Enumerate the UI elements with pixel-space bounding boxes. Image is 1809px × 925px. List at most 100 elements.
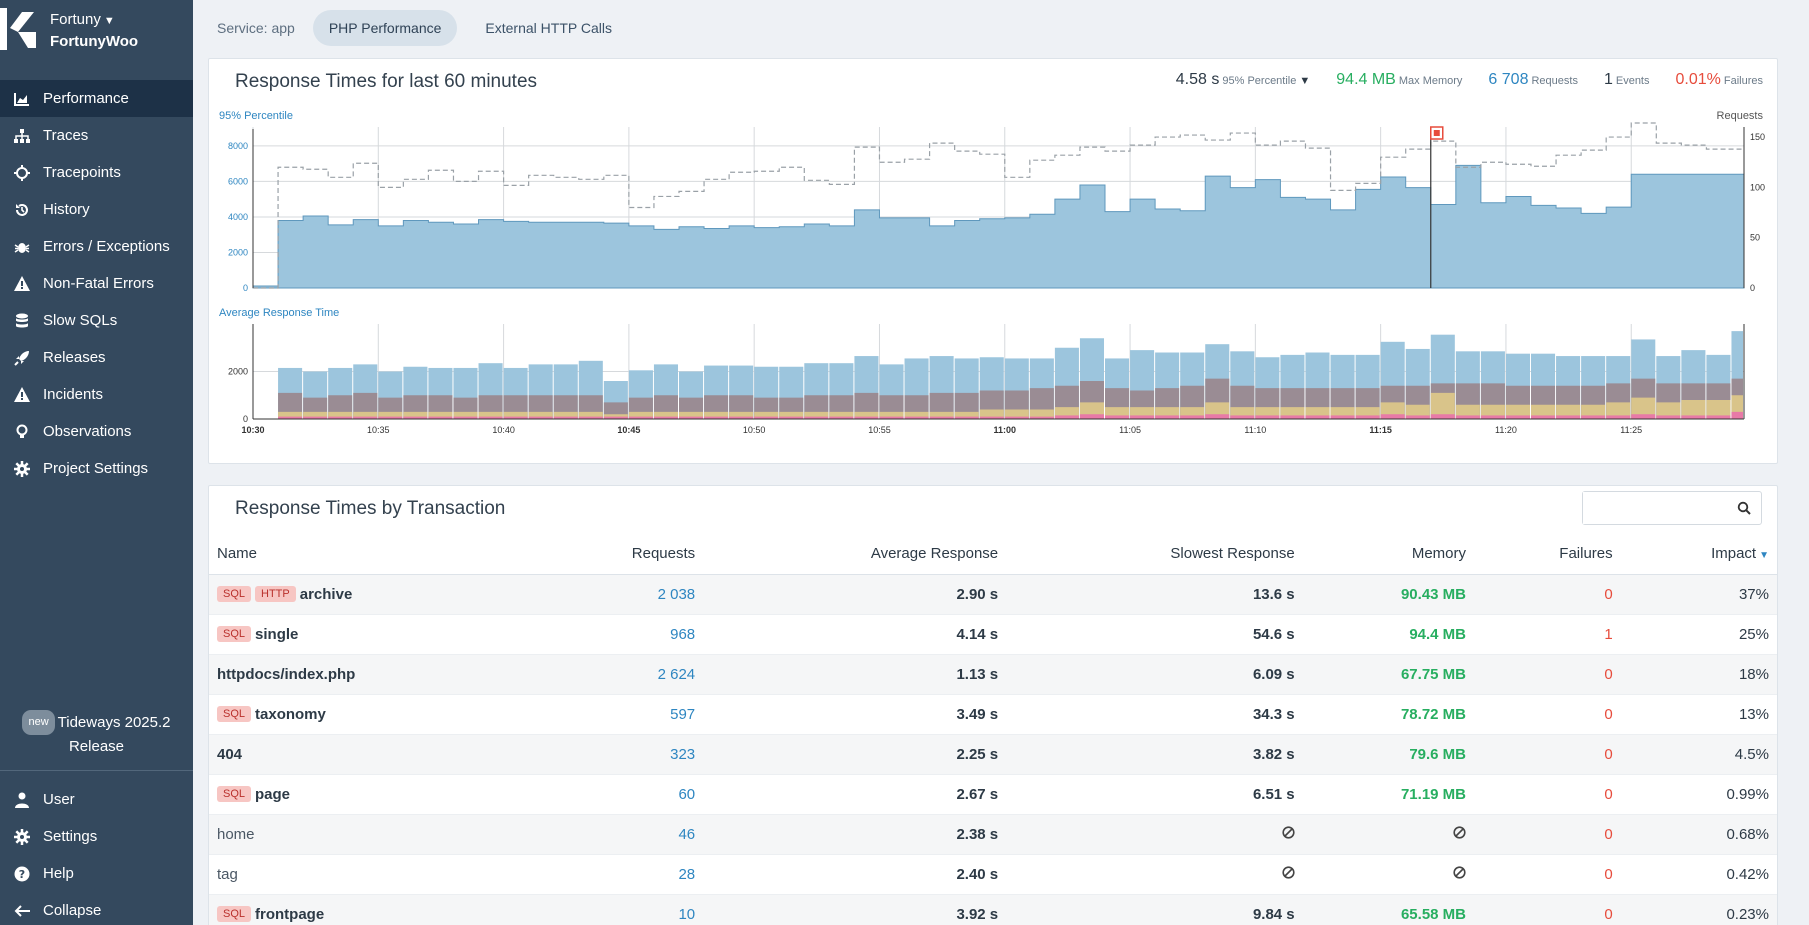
table-row[interactable]: tag 28 2.40 s 0 0.42% [209, 854, 1777, 895]
transaction-link[interactable]: tag [217, 865, 238, 883]
column-header-impact[interactable]: Impact ▼ [1620, 534, 1777, 575]
sql-tag: SQL [217, 785, 252, 802]
avg-http-bar [378, 416, 403, 419]
requests-link[interactable]: 968 [670, 625, 696, 643]
sidebar-item-releases[interactable]: Releases [0, 339, 193, 376]
avg-db-bar [679, 411, 704, 419]
table-row[interactable]: home 46 2.38 s 0 0.68% [209, 814, 1777, 855]
sidebar-item-project-settings[interactable]: Project Settings [0, 450, 193, 487]
memory-cell: 90.43 MB [1302, 574, 1475, 615]
not-available-icon [1453, 865, 1466, 883]
x-tick-label: 11:00 [993, 425, 1016, 435]
search-input[interactable] [1583, 492, 1723, 524]
requests-link[interactable]: 46 [678, 825, 696, 843]
avg-db-bar [729, 411, 754, 419]
sidebar-item-history[interactable]: History [0, 191, 193, 228]
avg-db-bar [578, 411, 603, 419]
avg-db-bar [1230, 407, 1255, 419]
avg-total-bar [1731, 331, 1743, 419]
table-row[interactable]: SQL taxonomy 597 3.49 s 34.3 s 78.72 MB 0 13% [209, 694, 1777, 735]
avg-db-bar [328, 411, 353, 419]
y-tick-label: 4000 [228, 212, 248, 222]
sidebar-item-tracepoints[interactable]: Tracepoints [0, 154, 193, 191]
sidebar-item-errors-exceptions[interactable]: Errors / Exceptions [0, 228, 193, 265]
avg-db-bar [904, 411, 929, 419]
avg-http-bar [1054, 415, 1079, 419]
column-header-memory[interactable]: Memory [1302, 534, 1475, 575]
column-header-label: Impact [1711, 545, 1757, 563]
avg-db-bar [628, 411, 653, 419]
avg-response-cell: 4.14 s [703, 614, 1007, 655]
avg-db-bar [653, 411, 678, 419]
response-times-title: Response Times for last 60 minutes [235, 71, 538, 92]
column-header-slowest-response[interactable]: Slowest Response [1006, 534, 1303, 575]
sidebar-item-incidents[interactable]: Incidents [0, 376, 193, 413]
transaction-name-cell: 404 [209, 734, 536, 775]
org-switcher[interactable]: Fortuny ▼ [50, 11, 115, 28]
sql-tag: SQL [217, 705, 252, 722]
avg-http-bar [353, 416, 378, 419]
transaction-link[interactable]: single [255, 625, 299, 643]
requests-cell: 46 [535, 814, 704, 855]
transaction-link[interactable]: frontpage [255, 905, 325, 923]
tab-php-performance[interactable]: PHP Performance [312, 10, 458, 46]
x-tick-label: 10:35 [367, 425, 390, 435]
requests-link[interactable]: 60 [678, 785, 696, 803]
avg-http-bar [979, 416, 1004, 419]
sidebar-item-traces[interactable]: Traces [0, 117, 193, 154]
sidebar-item-user[interactable]: User [0, 781, 193, 818]
transaction-link[interactable]: page [255, 785, 291, 803]
requests-link[interactable]: 2 624 [657, 665, 696, 683]
tab-external-http-calls[interactable]: External HTTP Calls [485, 20, 612, 36]
avg-db-bar [804, 411, 829, 419]
tideways-logo-icon[interactable] [0, 8, 40, 50]
requests-link[interactable]: 597 [670, 705, 696, 723]
y-tick-label: 2000 [228, 367, 248, 377]
x-tick-label: 11:25 [1620, 425, 1642, 435]
sidebar-item-observations[interactable]: Observations [0, 413, 193, 450]
requests-link[interactable]: 28 [678, 865, 696, 883]
table-row[interactable]: SQL page 60 2.67 s 6.51 s 71.19 MB 0 0.99% [209, 774, 1777, 815]
sidebar-item-help[interactable]: ? Help [0, 855, 193, 892]
service-selector[interactable]: Service: app [207, 20, 313, 36]
transaction-link[interactable]: httpdocs/index.php [217, 665, 356, 683]
sidebar-item-non-fatal-errors[interactable]: Non-Fatal Errors [0, 265, 193, 302]
failures-cell: 0 [1474, 894, 1621, 925]
table-row[interactable]: httpdocs/index.php 2 624 1.13 s 6.09 s 67.75… [209, 654, 1777, 695]
column-header-name[interactable]: Name [209, 534, 536, 575]
response-times-chart[interactable]: 95% Percentile Requests 0 2000 4000 6000 8000 0… [209, 59, 1777, 463]
brand: Fortuny ▼ FortunyWoo [0, 0, 193, 64]
transaction-link[interactable]: 404 [217, 745, 243, 763]
sidebar-item-settings[interactable]: Settings [0, 818, 193, 855]
release-notice[interactable]: new Tideways 2025.2 Release [0, 710, 193, 758]
p95-stat[interactable]: 4.58 s 95% Percentile ▼ [1176, 71, 1310, 89]
sidebar-item-performance[interactable]: Performance [0, 80, 193, 117]
table-row[interactable]: 404 323 2.25 s 3.82 s 79.6 MB 0 4.5% [209, 734, 1777, 775]
avg-http-bar [1556, 415, 1581, 419]
project-name[interactable]: FortunyWoo [50, 33, 139, 50]
sidebar-item-slow-sqls[interactable]: Slow SQLs [0, 302, 193, 339]
transaction-link[interactable]: home [217, 825, 255, 843]
transaction-link[interactable]: archive [299, 585, 353, 603]
avg-response-axis-title: Average Response Time [219, 307, 339, 319]
sidebar-item-collapse[interactable]: Collapse [0, 892, 193, 925]
requests-link[interactable]: 323 [670, 745, 696, 763]
column-header-requests[interactable]: Requests [535, 534, 704, 575]
requests-cell: 597 [535, 694, 704, 735]
table-row[interactable]: SQL HTTP archive 2 038 2.90 s 13.6 s 90.43 MB 0… [209, 574, 1777, 615]
avg-db-bar [779, 411, 804, 419]
service-label: Service: [217, 20, 268, 36]
column-header-failures[interactable]: Failures [1474, 534, 1621, 575]
requests-link[interactable]: 10 [678, 905, 696, 923]
memory-value: 94.4 MB [1336, 71, 1396, 88]
search-icon[interactable] [1737, 501, 1751, 515]
column-header-average-response[interactable]: Average Response [703, 534, 1007, 575]
table-row[interactable]: SQL frontpage 10 3.92 s 9.84 s 65.58 MB 0 0.23% [209, 894, 1777, 925]
requests-link[interactable]: 2 038 [657, 585, 696, 603]
transaction-link[interactable]: taxonomy [255, 705, 326, 723]
sidebar-bottom-nav: User Settings? Help Collapse [0, 781, 193, 925]
avg-http-bar [1230, 415, 1255, 419]
sidebar-item-label: Collapse [43, 902, 102, 919]
events-stat[interactable]: 1 Events [1604, 71, 1650, 89]
table-row[interactable]: SQL single 968 4.14 s 54.6 s 94.4 MB 1 25% [209, 614, 1777, 655]
